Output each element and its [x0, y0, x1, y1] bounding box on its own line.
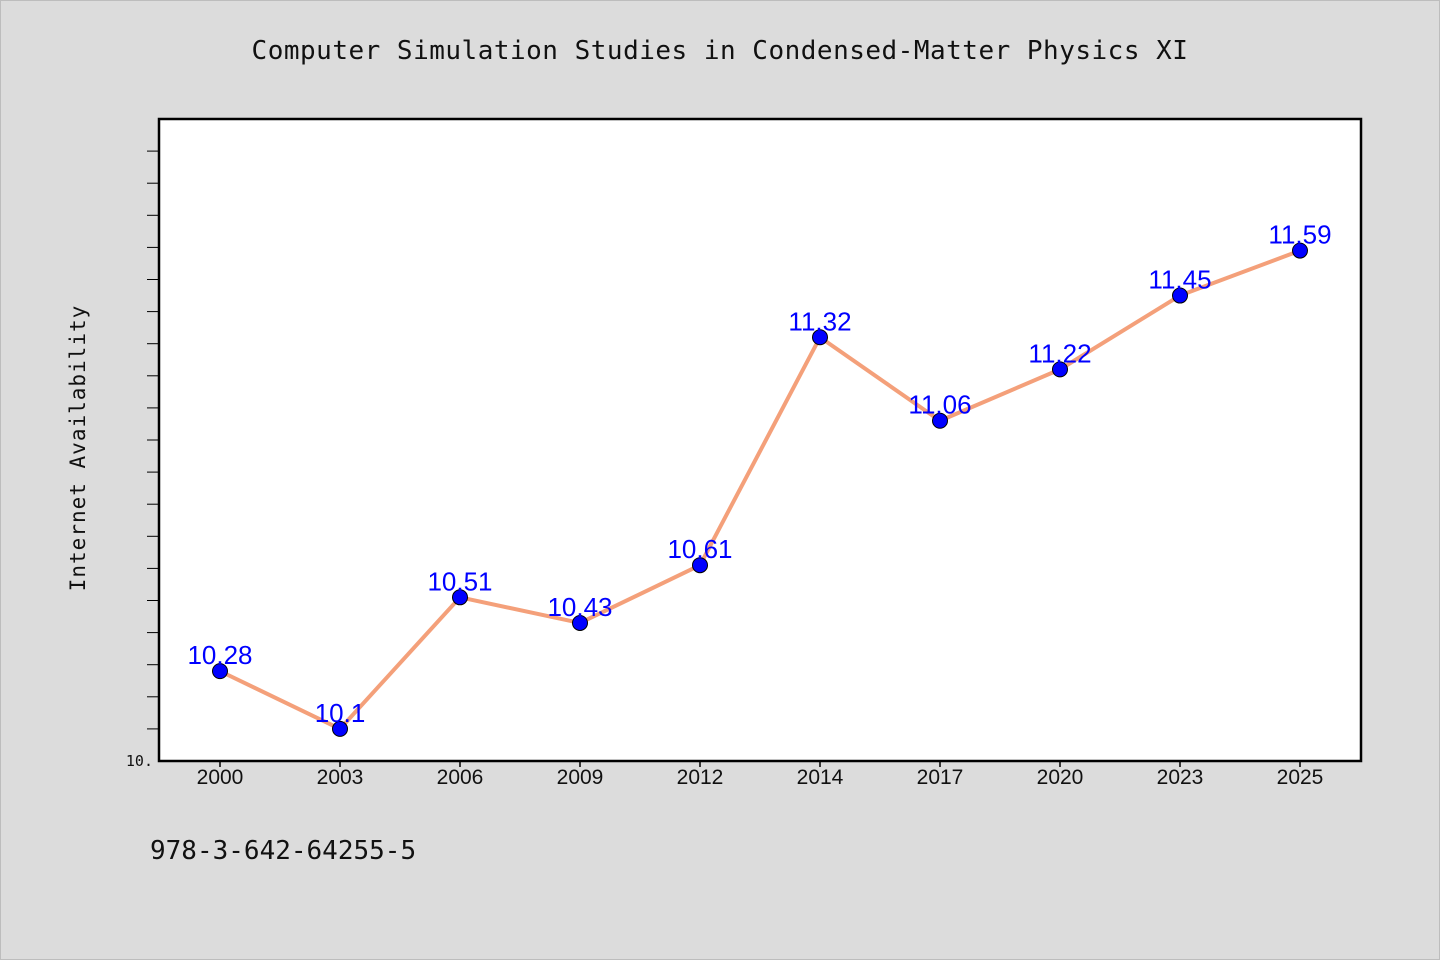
x-tick-label: 2023: [1157, 766, 1204, 789]
data-label: 11.59: [1268, 220, 1331, 250]
data-label: 10.28: [187, 640, 252, 670]
x-tick-label: 2020: [1037, 766, 1084, 789]
x-axis: 2000 2003 2006 2009 2012 2014 2017 2020 2023 2025: [197, 761, 1324, 789]
x-tick-label: 2000: [197, 766, 244, 789]
data-label: 11.06: [908, 390, 971, 420]
data-point: [452, 589, 468, 606]
data-label: 11.32: [788, 306, 851, 336]
y-axis-ticks: 10.: [126, 150, 159, 770]
data-label: 10.61: [667, 534, 732, 564]
x-tick-label: 2012: [677, 766, 724, 789]
data-point: [332, 720, 348, 737]
data-label: 10.51: [427, 566, 492, 596]
data-label: 11.22: [1028, 338, 1091, 368]
x-tick-label: 2014: [797, 766, 844, 789]
chart-title: Computer Simulation Studies in Condensed…: [251, 36, 1189, 66]
series-line: [219, 248, 1301, 731]
data-labels: 10.28 10.1 10.51 10.43 10.61 11.32 11.06 11.22 1…: [187, 220, 1331, 728]
data-point: [1292, 242, 1308, 259]
data-point: [1052, 361, 1068, 378]
data-point: [572, 614, 588, 631]
data-markers: [212, 242, 1308, 737]
data-point: [692, 557, 708, 574]
x-tick-label: 2006: [437, 766, 484, 789]
isbn-footer: 978-3-642-64255-5: [150, 836, 417, 866]
plot-area: [157, 117, 1363, 763]
data-point: [932, 412, 948, 429]
x-tick-label: 2003: [317, 766, 364, 789]
data-label: 11.45: [1148, 265, 1211, 295]
data-label: 10.1: [315, 698, 366, 728]
data-point: [812, 329, 828, 346]
y-tick-label: 10.: [126, 752, 153, 770]
data-label: 10.43: [547, 592, 612, 622]
data-point: [212, 663, 228, 680]
data-point: [1172, 287, 1188, 304]
x-tick-label: 2009: [557, 766, 604, 789]
x-tick-label: 2025: [1277, 766, 1324, 789]
x-tick-label: 2017: [917, 766, 964, 789]
